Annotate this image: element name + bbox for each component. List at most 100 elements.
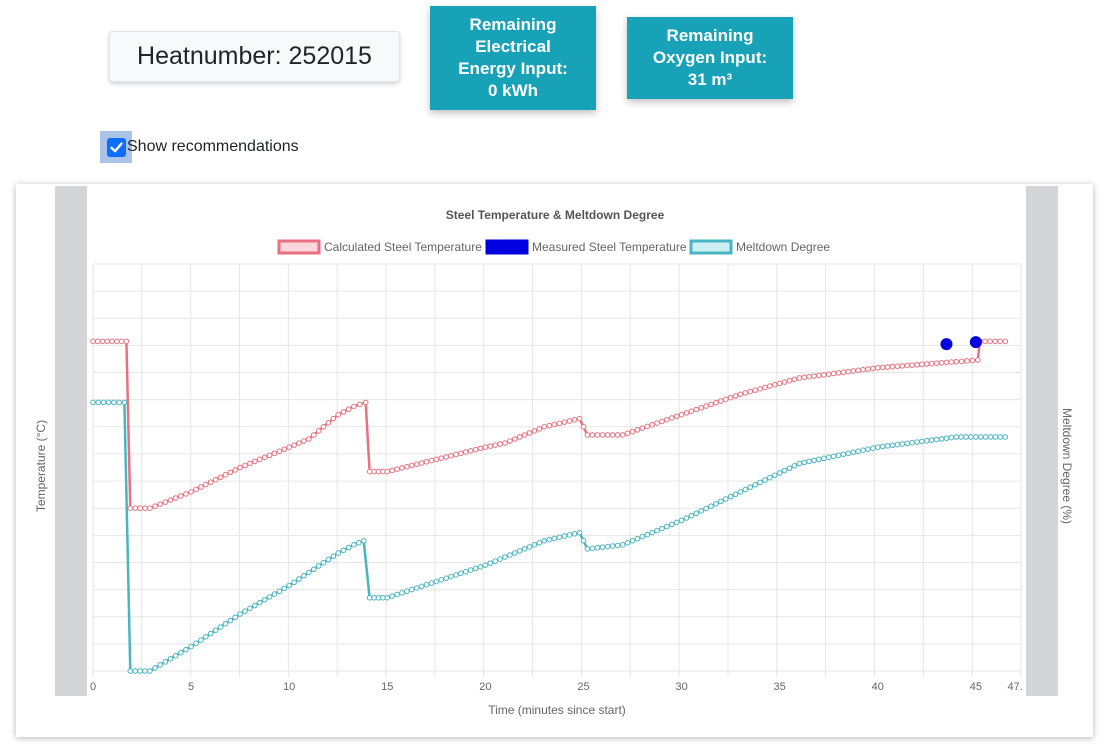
series-point — [340, 547, 347, 554]
series-point — [109, 338, 115, 345]
series-point — [413, 585, 420, 591]
x-axis-ticks: 0 5 10 15 20 25 30 35 40 45 47. — [90, 681, 1023, 693]
series-point — [132, 668, 138, 674]
series-point — [404, 463, 410, 470]
series-point — [771, 472, 778, 479]
series-point — [121, 399, 128, 406]
series-point — [95, 399, 102, 406]
show-recommendations-checkbox[interactable] — [106, 137, 126, 157]
series-point — [418, 583, 425, 590]
series-point — [320, 424, 327, 430]
series-point — [536, 426, 543, 432]
series-point — [142, 668, 148, 674]
series-point — [786, 465, 793, 471]
series-point — [997, 434, 1004, 440]
series-point — [172, 652, 179, 659]
series-point — [94, 338, 101, 345]
series-point — [727, 394, 734, 401]
measured-temperature-point — [940, 338, 953, 351]
series-point — [137, 505, 143, 512]
series-point — [345, 406, 352, 412]
series-point — [526, 430, 533, 436]
x-tick-label: 10 — [283, 681, 295, 693]
series-point — [423, 581, 430, 588]
series-point — [433, 456, 440, 463]
heatnumber-text: Heatnumber: 252015 — [137, 42, 372, 70]
series-point — [477, 445, 484, 452]
series-point — [162, 499, 169, 505]
series-point — [497, 441, 503, 447]
series-point — [673, 413, 680, 420]
series-point — [835, 452, 842, 459]
series-point — [531, 542, 538, 548]
series-point — [634, 427, 641, 433]
x-tick-label: 45 — [970, 681, 982, 693]
series-point — [310, 432, 317, 438]
series-point — [345, 544, 352, 551]
show-recommendations-label[interactable]: Show recommendations — [127, 138, 299, 155]
series-point — [482, 444, 489, 450]
series-point — [137, 668, 143, 674]
series-point — [281, 446, 288, 452]
series-point — [688, 512, 695, 519]
series-point — [884, 443, 891, 449]
series-point — [541, 424, 548, 430]
series-point — [664, 416, 670, 423]
series-point — [943, 359, 950, 366]
series-point — [767, 383, 773, 389]
series-point — [762, 477, 768, 483]
series-point — [443, 575, 449, 582]
series-point — [958, 358, 965, 365]
series-point — [207, 630, 214, 637]
show-recommendations-checkbox-focus[interactable] — [100, 131, 132, 163]
series-point — [796, 375, 803, 381]
series-point — [203, 481, 209, 488]
legend-swatch — [277, 239, 321, 255]
series-point — [580, 537, 587, 544]
series-point — [546, 422, 553, 429]
series-point — [453, 451, 459, 458]
series-point — [157, 501, 163, 507]
series-point — [188, 489, 194, 495]
series-point — [366, 594, 373, 601]
series-calculated-steel-temperature — [90, 338, 1009, 512]
series-point — [576, 415, 583, 422]
series-point — [551, 421, 558, 428]
series-point — [609, 543, 616, 549]
series-point — [914, 361, 920, 368]
series-point — [193, 640, 199, 647]
series-point — [310, 566, 317, 573]
series-point — [816, 456, 822, 463]
series-point — [118, 338, 125, 345]
series-point — [604, 432, 611, 438]
series-point — [512, 436, 518, 442]
series-point — [123, 338, 130, 345]
show-recommendations-row[interactable]: Show recommendations — [100, 131, 299, 163]
series-point — [375, 468, 382, 475]
series-point — [404, 588, 410, 595]
remaining-oxygen-text: Remaining Oxygen Input: 31 m³ — [652, 26, 768, 89]
series-point — [938, 436, 945, 442]
series-point — [335, 550, 342, 556]
series-point — [644, 423, 651, 430]
series-point — [874, 444, 881, 450]
series-point — [167, 497, 174, 503]
series-point — [703, 403, 709, 409]
series-point — [222, 620, 229, 627]
series-point — [497, 556, 503, 562]
series-point — [698, 405, 705, 411]
series-point — [90, 399, 96, 406]
series-point — [933, 360, 940, 367]
series-point — [227, 469, 234, 476]
series-point — [634, 535, 641, 542]
series-point — [507, 438, 513, 444]
series-point — [448, 452, 454, 459]
series-point — [296, 576, 302, 582]
series-point — [801, 459, 808, 466]
series-point — [340, 409, 347, 415]
series-point — [737, 391, 744, 398]
series-point — [399, 590, 405, 596]
series-point — [183, 646, 189, 653]
x-tick-label: 20 — [479, 681, 491, 693]
series-point — [516, 434, 523, 440]
